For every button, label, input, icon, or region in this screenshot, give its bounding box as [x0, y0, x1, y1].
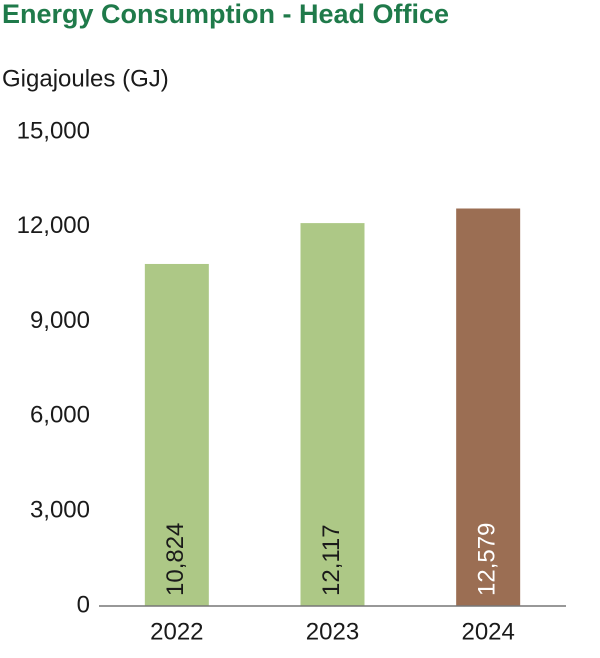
y-tick-label: 6,000 [30, 402, 90, 429]
value-label: 10,824 [162, 523, 189, 596]
chart-subtitle: Gigajoules (GJ) [2, 65, 169, 92]
y-tick-label: 0 [77, 591, 90, 618]
y-tick-label: 15,000 [17, 117, 90, 144]
chart-title: Energy Consumption - Head Office [2, 0, 449, 29]
value-label: 12,117 [318, 524, 345, 596]
bar [300, 223, 365, 607]
x-tick-label: 2022 [150, 618, 203, 645]
bar [144, 263, 209, 606]
y-tick-label: 9,000 [30, 307, 90, 334]
y-tick-label: 3,000 [30, 497, 90, 524]
value-label: 12,579 [474, 523, 501, 596]
bar [456, 208, 521, 606]
x-tick-label: 2023 [306, 618, 359, 645]
y-tick-label: 12,000 [17, 212, 90, 239]
x-tick-label: 2024 [461, 618, 514, 645]
